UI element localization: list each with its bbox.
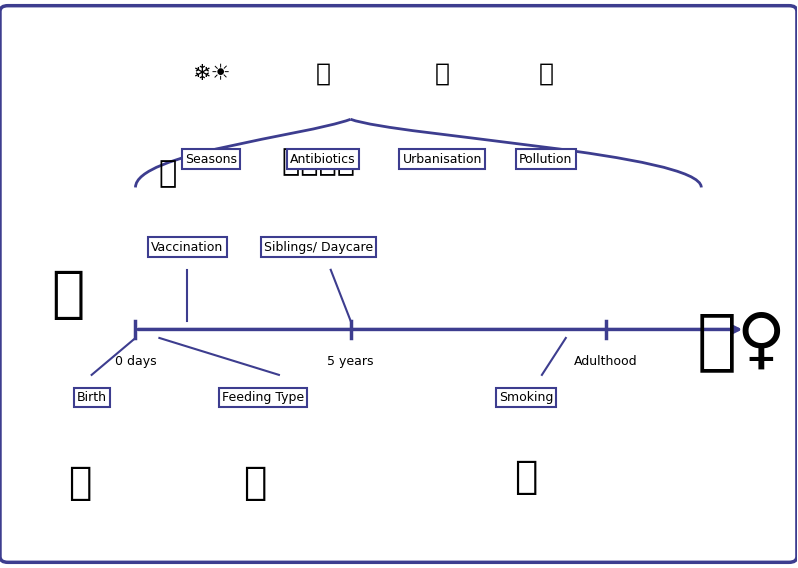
Text: Seasons: Seasons — [185, 153, 237, 165]
Text: 0 days: 0 days — [115, 355, 156, 368]
Text: Smoking: Smoking — [499, 391, 553, 404]
Text: Adulthood: Adulthood — [574, 355, 638, 368]
Text: 🤰: 🤰 — [68, 464, 92, 502]
Text: 👨‍👩‍👧‍👦: 👨‍👩‍👧‍👦 — [282, 147, 355, 177]
Text: Birth: Birth — [77, 391, 107, 404]
Text: 🧍‍♀️: 🧍‍♀️ — [697, 308, 785, 374]
Text: 🤱: 🤱 — [51, 268, 85, 323]
Text: 🍼: 🍼 — [243, 464, 267, 502]
Text: 💉: 💉 — [158, 158, 176, 188]
Text: Vaccination: Vaccination — [151, 241, 223, 253]
Text: 🏭: 🏭 — [539, 62, 553, 86]
Text: 💊: 💊 — [315, 62, 330, 86]
Text: Siblings/ Daycare: Siblings/ Daycare — [264, 241, 373, 253]
Text: Antibiotics: Antibiotics — [290, 153, 356, 165]
Text: 🚬: 🚬 — [514, 458, 538, 496]
Text: Urbanisation: Urbanisation — [403, 153, 482, 165]
Text: Feeding Type: Feeding Type — [222, 391, 304, 404]
Text: 5 years: 5 years — [327, 355, 374, 368]
Text: Pollution: Pollution — [519, 153, 573, 165]
Text: ❄☀: ❄☀ — [192, 64, 231, 84]
Text: 🏢: 🏢 — [435, 62, 450, 86]
